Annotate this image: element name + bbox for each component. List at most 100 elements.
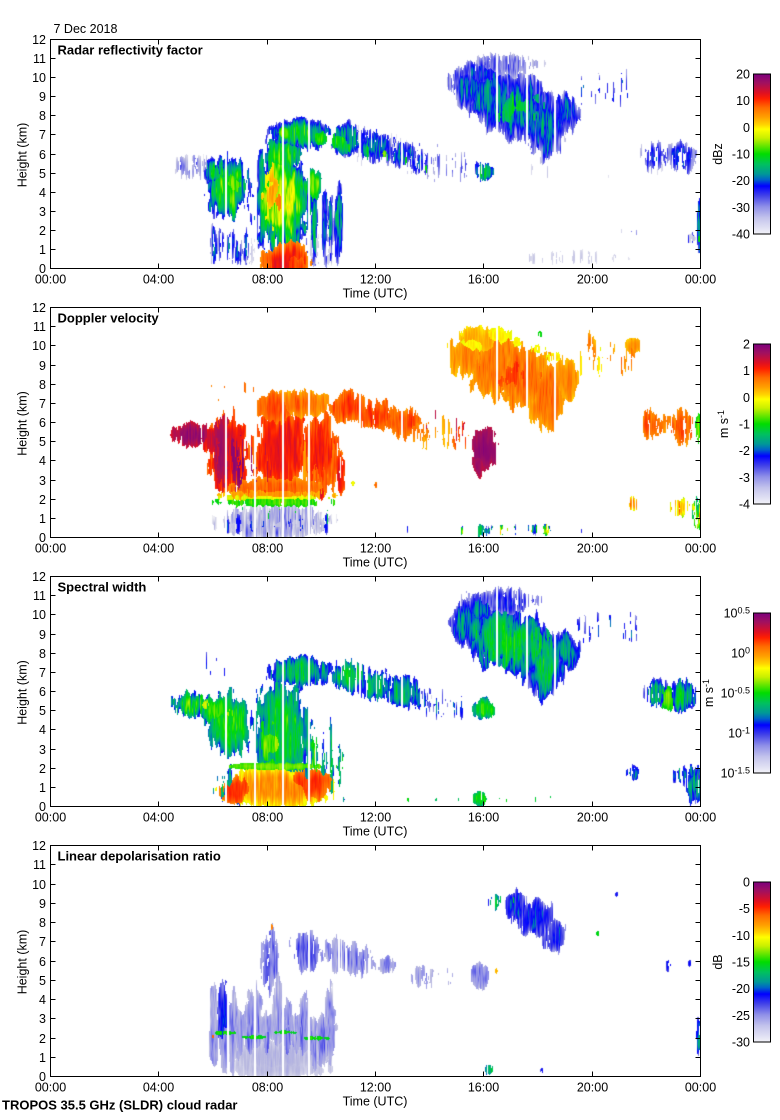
svg-text:10-0.5: 10-0.5 [721, 686, 750, 701]
svg-text:8: 8 [39, 647, 46, 661]
svg-text:2: 2 [39, 493, 46, 507]
svg-text:2: 2 [743, 338, 750, 352]
svg-text:5: 5 [39, 704, 46, 718]
svg-text:10: 10 [32, 608, 46, 622]
svg-text:m s-1: m s-1 [716, 410, 731, 438]
svg-text:0: 0 [743, 876, 750, 890]
svg-text:9: 9 [39, 359, 46, 373]
svg-text:20:00: 20:00 [577, 1081, 608, 1095]
svg-text:Linear depolarisation ratio: Linear depolarisation ratio [58, 849, 221, 864]
svg-text:Time (UTC): Time (UTC) [343, 556, 408, 570]
svg-text:-10: -10 [732, 148, 750, 162]
svg-text:-20: -20 [732, 174, 750, 188]
svg-text:12:00: 12:00 [360, 1081, 391, 1095]
svg-text:00:00: 00:00 [685, 273, 716, 287]
svg-text:1: 1 [39, 1051, 46, 1065]
svg-text:Spectral width: Spectral width [58, 580, 147, 595]
svg-text:-30: -30 [732, 1036, 750, 1050]
svg-text:-30: -30 [732, 201, 750, 215]
svg-text:04:00: 04:00 [143, 1081, 174, 1095]
svg-text:20: 20 [736, 68, 750, 82]
svg-text:-5: -5 [739, 902, 750, 916]
svg-text:m s-1: m s-1 [701, 679, 716, 707]
svg-text:100: 100 [731, 646, 750, 661]
svg-text:2: 2 [39, 1032, 46, 1046]
svg-text:3: 3 [39, 205, 46, 219]
svg-text:-10: -10 [732, 929, 750, 943]
svg-text:0: 0 [39, 1070, 46, 1084]
svg-text:3: 3 [39, 743, 46, 757]
svg-text:1: 1 [39, 243, 46, 257]
svg-text:Height (km): Height (km) [16, 123, 30, 188]
svg-text:04:00: 04:00 [143, 273, 174, 287]
svg-text:11: 11 [33, 320, 46, 334]
svg-text:08:00: 08:00 [252, 542, 283, 556]
svg-text:6: 6 [39, 685, 46, 699]
svg-text:12: 12 [32, 839, 46, 853]
svg-text:100.5: 100.5 [724, 606, 750, 621]
svg-text:Time (UTC): Time (UTC) [343, 1095, 408, 1109]
svg-text:0: 0 [39, 531, 46, 545]
svg-text:8: 8 [39, 109, 46, 123]
svg-text:0: 0 [39, 262, 46, 276]
svg-text:11: 11 [33, 589, 46, 603]
svg-text:12: 12 [32, 301, 46, 315]
svg-text:00:00: 00:00 [685, 811, 716, 825]
svg-text:12:00: 12:00 [360, 542, 391, 556]
svg-text:08:00: 08:00 [252, 273, 283, 287]
svg-text:Time (UTC): Time (UTC) [343, 287, 408, 301]
svg-text:-4: -4 [739, 498, 750, 512]
svg-text:16:00: 16:00 [468, 542, 499, 556]
svg-text:0: 0 [39, 800, 46, 814]
svg-text:Time (UTC): Time (UTC) [343, 825, 408, 839]
svg-text:11: 11 [33, 858, 46, 872]
svg-text:dBz: dBz [711, 143, 725, 165]
svg-text:7: 7 [39, 397, 46, 411]
svg-text:9: 9 [39, 628, 46, 642]
svg-text:10: 10 [32, 71, 46, 85]
svg-text:5: 5 [39, 974, 46, 988]
svg-text:7: 7 [39, 666, 46, 680]
svg-text:Height (km): Height (km) [16, 660, 30, 725]
svg-text:16:00: 16:00 [468, 1081, 499, 1095]
svg-text:00:00: 00:00 [35, 542, 66, 556]
svg-text:4: 4 [39, 993, 46, 1007]
svg-text:12:00: 12:00 [360, 273, 391, 287]
svg-text:7 Dec 2018: 7 Dec 2018 [54, 22, 118, 36]
svg-text:9: 9 [39, 90, 46, 104]
svg-text:00:00: 00:00 [685, 1081, 716, 1095]
svg-text:-1: -1 [739, 418, 750, 432]
svg-text:08:00: 08:00 [252, 1081, 283, 1095]
svg-text:-40: -40 [732, 228, 750, 242]
svg-text:1: 1 [39, 781, 46, 795]
svg-text:08:00: 08:00 [252, 811, 283, 825]
svg-text:8: 8 [39, 378, 46, 392]
svg-text:2: 2 [39, 224, 46, 238]
svg-text:Radar reflectivity factor: Radar reflectivity factor [58, 43, 203, 58]
svg-text:9: 9 [39, 897, 46, 911]
svg-text:0: 0 [743, 391, 750, 405]
svg-text:6: 6 [39, 416, 46, 430]
svg-text:7: 7 [39, 128, 46, 142]
svg-text:00:00: 00:00 [685, 542, 716, 556]
svg-text:20:00: 20:00 [577, 811, 608, 825]
svg-text:4: 4 [39, 454, 46, 468]
svg-text:5: 5 [39, 167, 46, 181]
svg-text:-15: -15 [732, 956, 750, 970]
svg-text:-25: -25 [732, 1009, 750, 1023]
svg-text:1: 1 [39, 512, 46, 526]
svg-text:4: 4 [39, 186, 46, 200]
svg-text:12: 12 [32, 33, 46, 47]
svg-text:7: 7 [39, 935, 46, 949]
svg-text:3: 3 [39, 474, 46, 488]
svg-text:04:00: 04:00 [143, 542, 174, 556]
svg-text:10: 10 [32, 878, 46, 892]
svg-text:10-1: 10-1 [728, 726, 750, 741]
svg-text:2: 2 [39, 762, 46, 776]
svg-text:-20: -20 [732, 982, 750, 996]
svg-text:10: 10 [736, 94, 750, 108]
svg-text:Height (km): Height (km) [16, 391, 30, 456]
svg-text:8: 8 [39, 916, 46, 930]
svg-text:11: 11 [33, 52, 46, 66]
svg-text:10: 10 [32, 339, 46, 353]
